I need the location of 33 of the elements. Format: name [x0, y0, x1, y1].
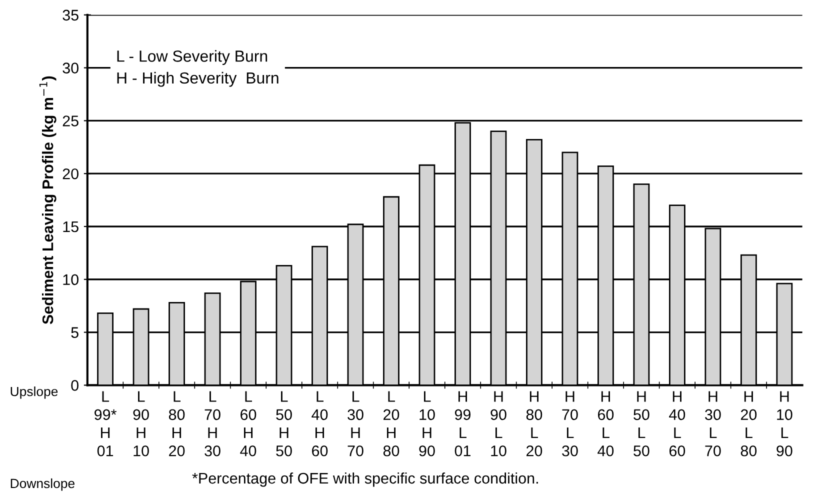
x-tick-label: H 40 L 60 [669, 391, 686, 456]
x-tick-label: H 99 L 01 [454, 391, 470, 456]
x-tick-label: H 80 L 20 [526, 391, 542, 456]
x-tick-label: H 10 L 90 [776, 391, 792, 456]
y-tick-label: 30 [62, 62, 78, 74]
annotation: L - Low Severity Burn H - High Severity Burn [117, 50, 278, 87]
x-tick-label: L 70 H 30 [204, 391, 220, 456]
y-tick-label: 5 [71, 327, 78, 338]
y-tick-label: 35 [62, 10, 78, 21]
x-tick-label: H 50 L 50 [634, 391, 650, 456]
x-tick-label: H 70 L 30 [562, 391, 578, 456]
text: Downslope [10, 478, 74, 491]
y-tick-label: 10 [63, 274, 78, 286]
y-tick-label: 20 [62, 168, 78, 180]
x-tick-label: L 10 H 90 [419, 391, 435, 456]
x-tick-label: H 30 L 70 [705, 391, 721, 456]
x-tick-label: L 80 H 20 [168, 391, 185, 456]
x-tick-label: L 40 H 60 [312, 391, 328, 456]
y-axis-title: Sediment Leaving Profile (kg m$^{−1}$) [39, 76, 56, 324]
x-tick-label: L 50 H 50 [276, 391, 292, 456]
x-tick-label: H 90 L 10 [490, 391, 506, 456]
x-tick-label: L 99* H 01 [94, 391, 117, 456]
y-tick-label: 25 [62, 116, 78, 126]
text: *Percentage of OFE with specific surface condition. [192, 472, 538, 487]
x-tick-label: H 20 L 80 [740, 391, 757, 456]
x-tick-label: L 20 H 80 [383, 391, 400, 456]
x-tick-label: L 90 H 10 [133, 391, 149, 456]
x-tick-label: L 30 H 70 [348, 391, 364, 456]
y-tick-label: 0 [71, 380, 78, 391]
text: Upslope [10, 386, 58, 399]
x-tick-label: H 60 L 40 [598, 391, 614, 456]
y-tick-label: 15 [63, 222, 78, 232]
x-tick-label: L 60 H 40 [240, 391, 256, 456]
